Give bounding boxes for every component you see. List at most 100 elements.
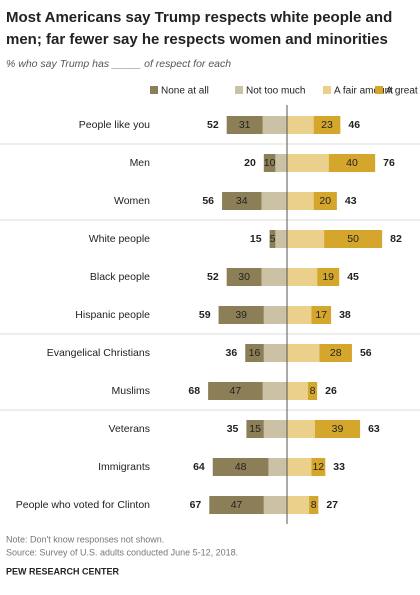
total-label: 64 xyxy=(193,461,205,473)
bar-segment xyxy=(309,496,319,514)
bar-segment xyxy=(314,420,361,438)
bar-segment xyxy=(313,116,341,134)
bar-segment xyxy=(218,306,264,324)
value-label: 17 xyxy=(315,309,327,321)
chart-title: Most Americans say Trump respects white … xyxy=(6,9,392,26)
value-label: 39 xyxy=(332,423,344,435)
category-label: Immigrants xyxy=(98,461,150,473)
total-label: 15 xyxy=(250,233,262,245)
total-label: 46 xyxy=(348,119,360,131)
bar-segment xyxy=(263,420,287,438)
bar-segment xyxy=(269,230,276,248)
subtitle: % who say Trump has _____ of respect for… xyxy=(6,58,231,70)
bar-segment xyxy=(275,154,287,172)
legend-label: A fair amount xyxy=(334,86,393,97)
bar-segment xyxy=(262,116,287,134)
bar-segment xyxy=(319,344,352,362)
value-label: 8 xyxy=(310,385,316,397)
value-label: 31 xyxy=(239,119,251,131)
bar-segment xyxy=(287,192,314,210)
bar-segment xyxy=(287,268,318,286)
credit: PEW RESEARCH CENTER xyxy=(6,566,120,576)
source: Source: Survey of U.S. adults conducted … xyxy=(6,547,238,557)
value-label: 12 xyxy=(312,461,324,473)
legend-swatch xyxy=(150,86,158,94)
bar-segment xyxy=(209,496,264,514)
bar-segment xyxy=(226,116,263,134)
bar-segment xyxy=(287,458,312,476)
category-label: Women xyxy=(114,195,150,207)
legend-label: A great deal xyxy=(386,86,420,97)
total-label: 56 xyxy=(202,195,214,207)
note: Note: Don't know responses not shown. xyxy=(6,534,164,544)
total-label: 52 xyxy=(207,119,219,131)
bar-segment xyxy=(328,154,376,172)
bar-segment xyxy=(212,458,269,476)
value-label: 39 xyxy=(235,309,247,321)
bar-segment xyxy=(324,230,383,248)
bar-segment xyxy=(208,382,263,400)
legend-swatch xyxy=(375,86,383,94)
total-label: 43 xyxy=(345,195,357,207)
value-label: 40 xyxy=(346,157,358,169)
category-label: Evangelical Christians xyxy=(47,347,150,359)
bar-segment xyxy=(287,306,312,324)
bar-segment xyxy=(261,268,287,286)
value-label: 15 xyxy=(249,423,261,435)
category-label: People like you xyxy=(79,119,150,131)
category-label: Men xyxy=(130,157,151,169)
chart-title: men; far fewer say he respects women and… xyxy=(6,31,388,48)
legend-label: None at all xyxy=(161,86,209,97)
bar-segment xyxy=(263,306,287,324)
total-label: 38 xyxy=(339,309,351,321)
value-label: 47 xyxy=(230,385,242,397)
bar-segment xyxy=(287,496,310,514)
total-label: 59 xyxy=(199,309,211,321)
category-label: Black people xyxy=(90,271,150,283)
bar-segment xyxy=(287,344,320,362)
total-label: 56 xyxy=(360,347,372,359)
legend-swatch xyxy=(323,86,331,94)
value-label: 20 xyxy=(319,195,331,207)
bar-segment xyxy=(313,192,337,210)
bar-segment xyxy=(263,154,276,172)
total-label: 45 xyxy=(347,271,359,283)
category-label: White people xyxy=(89,233,150,245)
bar-segment xyxy=(275,230,287,248)
category-label: Veterans xyxy=(109,423,150,435)
bar-segment xyxy=(263,344,287,362)
bar-segment xyxy=(311,306,332,324)
bar-segment xyxy=(245,344,264,362)
total-label: 67 xyxy=(190,499,202,511)
value-label: 5 xyxy=(270,233,276,245)
bar-segment xyxy=(317,268,340,286)
value-label: 50 xyxy=(347,233,359,245)
category-label: Hispanic people xyxy=(75,309,150,321)
total-label: 35 xyxy=(227,423,239,435)
legend-label: Not too much xyxy=(246,86,305,97)
value-label: 48 xyxy=(235,461,247,473)
value-label: 23 xyxy=(321,119,333,131)
bar-segment xyxy=(262,382,287,400)
total-label: 52 xyxy=(207,271,219,283)
bar-segment xyxy=(287,382,308,400)
legend-swatch xyxy=(235,86,243,94)
value-label: 8 xyxy=(311,499,317,511)
total-label: 76 xyxy=(383,157,395,169)
total-label: 26 xyxy=(325,385,337,397)
bar-segment xyxy=(246,420,264,438)
value-label: 28 xyxy=(330,347,342,359)
bar-segment xyxy=(222,192,262,210)
bar-segment xyxy=(287,420,315,438)
total-label: 20 xyxy=(244,157,256,169)
total-label: 82 xyxy=(390,233,402,245)
bar-segment xyxy=(287,116,314,134)
bar-segment xyxy=(307,382,318,400)
value-label: 30 xyxy=(238,271,250,283)
bar-segment xyxy=(287,230,325,248)
total-label: 33 xyxy=(333,461,345,473)
value-label: 10 xyxy=(264,157,276,169)
value-label: 19 xyxy=(322,271,334,283)
total-label: 36 xyxy=(226,347,238,359)
